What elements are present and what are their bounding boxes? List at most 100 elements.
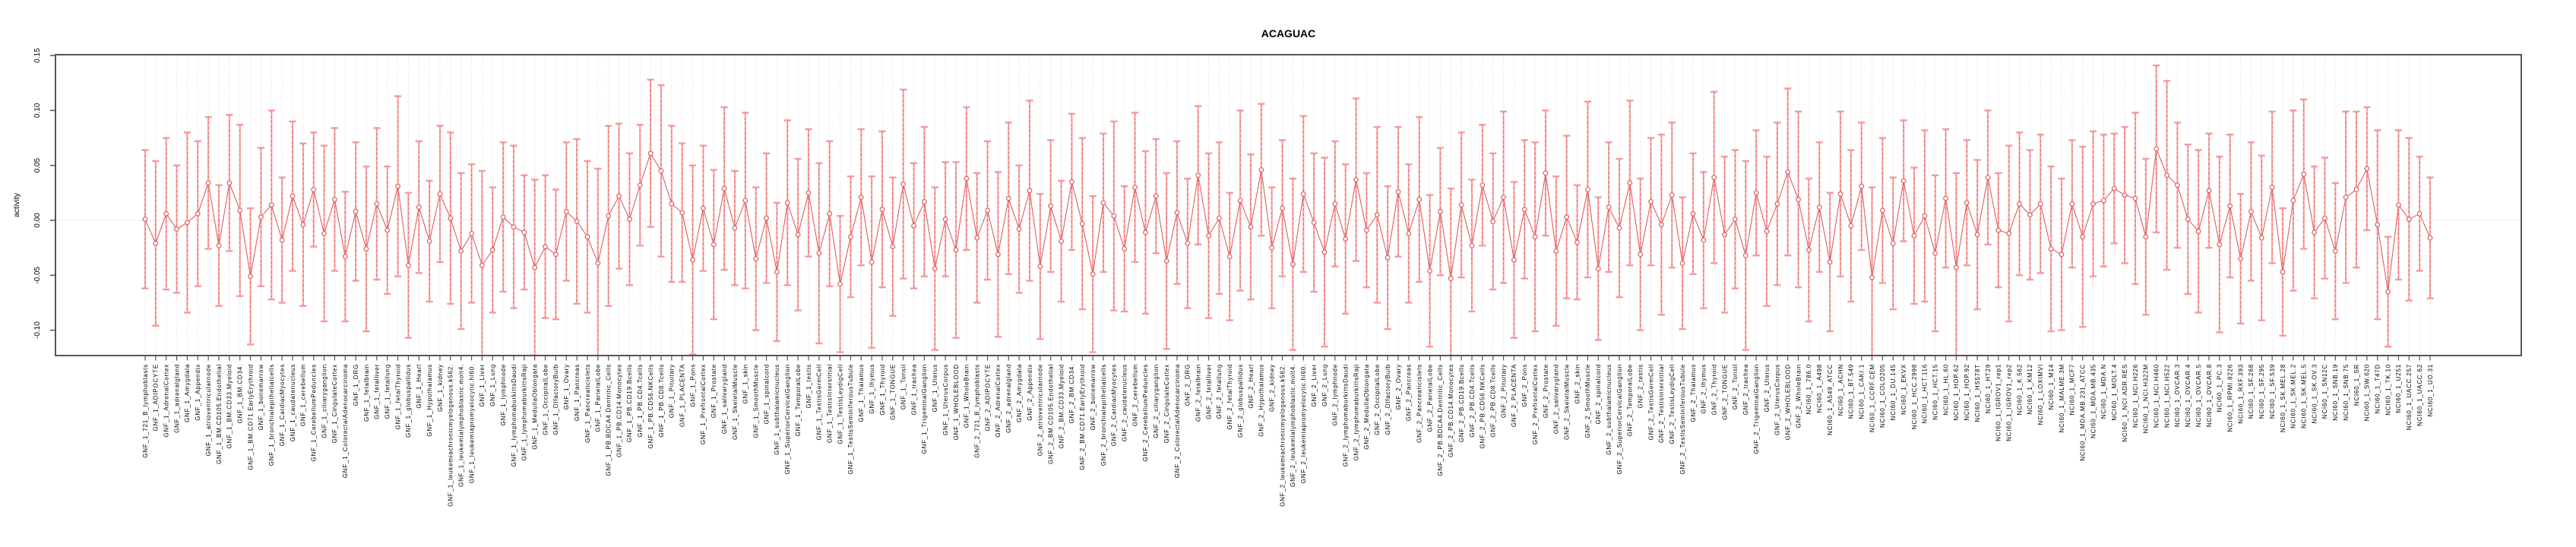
- chart-title: ACAGUAC: [1261, 27, 1316, 40]
- x-tick-label: GNF_2_subthalamicnucleus: [1606, 364, 1612, 455]
- y-tick-label: 0.00: [33, 213, 42, 228]
- x-tick-label: GNF_2_Amygdala: [1016, 364, 1023, 422]
- data-point-marker: [1195, 172, 1201, 179]
- data-point-marker: [226, 180, 233, 186]
- data-point-marker: [2343, 194, 2349, 201]
- x-tick-label: NCI60_1_COLO205: [1879, 364, 1886, 428]
- x-tick-label: GNF_1_Ovary: [563, 364, 570, 409]
- data-point-marker: [2427, 235, 2433, 241]
- x-tick-label: NCI60_1_MCF7: [2069, 364, 2076, 415]
- data-point-marker: [732, 225, 738, 231]
- y-tick-label: 0.10: [33, 103, 42, 118]
- data-point-marker: [153, 240, 159, 246]
- data-point-marker: [858, 194, 864, 201]
- data-point-marker: [584, 234, 590, 240]
- data-point-marker: [2416, 210, 2423, 217]
- x-tick-label: GNF_1_BM.CD71.EarlyErythroid: [247, 364, 254, 470]
- data-point-marker: [1627, 180, 1633, 186]
- x-tick-label: GNF_1_subthalamicnucleus: [774, 364, 780, 455]
- data-point-marker: [647, 150, 653, 157]
- data-point-marker: [1069, 179, 1074, 185]
- data-point-marker: [195, 210, 201, 217]
- x-tick-label: GNF_1_thymus: [869, 364, 875, 414]
- x-tick-label: NCI60_1_A498: [1816, 364, 1823, 413]
- data-point-marker: [563, 209, 569, 214]
- x-tick-label: NCI60_1_SNB.19: [2332, 364, 2339, 421]
- x-tick-label: GNF_1_Hypothalamus: [426, 364, 433, 437]
- x-tick-label: GNF_1_AdrenalCortex: [163, 364, 170, 438]
- data-point-marker: [1985, 175, 1991, 181]
- data-point-marker: [764, 215, 769, 221]
- data-point-marker: [1606, 204, 1612, 210]
- data-point-marker: [1595, 266, 1601, 272]
- data-point-marker: [416, 204, 422, 210]
- data-point-marker: [1964, 200, 1970, 206]
- x-tick-label: GNF_2_Hypothalamus: [1258, 364, 1265, 437]
- x-tick-label: GNF_1_WholeBrain: [964, 364, 970, 428]
- data-point-marker: [616, 193, 622, 199]
- data-point-marker: [1553, 248, 1559, 254]
- data-point-marker: [1122, 246, 1128, 251]
- x-tick-label: GNF_2_PB.CD8.Tcells: [1490, 364, 1497, 438]
- data-point-marker: [574, 219, 580, 224]
- x-tick-label: GNF_1_TestisSeminiferousTubule: [847, 364, 854, 475]
- x-tick-label: GNF_2_trachea: [1742, 364, 1749, 415]
- data-point-marker: [1543, 170, 1549, 176]
- x-tick-label: GNF_2_TemporalLobe: [1627, 364, 1634, 436]
- data-point-marker: [1848, 223, 1854, 229]
- x-tick-label: NCI60_1_HCT.15: [1932, 364, 1939, 420]
- data-point-marker: [1869, 274, 1875, 280]
- x-tick-label: NCI60_1_CCRF.CEM: [1869, 364, 1875, 432]
- x-tick-label: GNF_1_Heart: [416, 364, 422, 409]
- data-point-marker: [627, 217, 632, 222]
- data-point-marker: [290, 193, 296, 199]
- data-point-marker: [363, 246, 369, 251]
- x-tick-label: GNF_1_ciliaryganglion: [321, 364, 328, 438]
- x-tick-label: NCI60_1_OVCAR.8: [2206, 364, 2213, 427]
- data-point-marker: [784, 200, 790, 206]
- x-tick-label: GNF_2_ADIPOCYTE: [984, 364, 991, 431]
- data-point-marker: [2332, 248, 2338, 254]
- data-point-marker: [395, 183, 400, 189]
- data-point-marker: [1690, 210, 1696, 217]
- x-tick-label: NCI60_1_UO.31: [2427, 364, 2434, 417]
- x-tick-label: GNF_2_atrioventricularnode: [1037, 364, 1044, 456]
- x-tick-label: GNF_2_Liver: [1311, 364, 1318, 406]
- data-point-marker: [1564, 214, 1570, 220]
- data-point-marker: [2217, 242, 2223, 248]
- data-point-marker: [1638, 251, 1644, 258]
- data-point-marker: [669, 201, 675, 207]
- data-point-marker: [1585, 187, 1590, 192]
- data-point-marker: [1521, 207, 1527, 212]
- x-tick-label: NCI60_1_SF.268: [2248, 364, 2255, 419]
- data-point-marker: [1733, 217, 1738, 222]
- x-tick-label: GNF_1_Appendix: [195, 364, 201, 421]
- data-point-marker: [1701, 237, 1707, 243]
- data-point-marker: [911, 223, 916, 229]
- data-point-marker: [448, 215, 454, 221]
- data-point-marker: [1943, 195, 1948, 201]
- y-tick-label: -0.10: [33, 321, 42, 339]
- data-point-marker: [753, 256, 759, 262]
- x-tick-label: GNF_2_Uterus: [1764, 364, 1771, 412]
- data-point-marker: [385, 227, 391, 233]
- x-tick-label: GNF_2_leukemiapromyelocytic.hl60.: [1300, 364, 1307, 483]
- data-point-marker: [1911, 232, 1917, 239]
- data-point-marker: [1226, 254, 1233, 260]
- x-tick-label: NCI60_1_HOP.92: [1964, 364, 1970, 421]
- x-tick-label: NCI60_1_SF.539: [2269, 364, 2276, 419]
- x-tick-label: GNF_2_Appendix: [1027, 364, 1033, 421]
- x-tick-label: GNF_2_Tonsil: [1732, 364, 1739, 409]
- x-tick-label: GNF_1_TrigeminalGanglion: [921, 364, 928, 454]
- data-point-marker: [1248, 224, 1254, 230]
- x-tick-label: GNF_2_SuperiorCervicalGanglion: [1616, 364, 1623, 474]
- data-point-marker: [1659, 222, 1664, 228]
- x-tick-label: GNF_1_Tonsil: [900, 364, 907, 409]
- data-point-marker: [1206, 232, 1211, 239]
- x-tick-label: NCI60_1_SW.620: [2364, 364, 2371, 421]
- x-tick-label: GNF_2_globuspallidus: [1237, 364, 1244, 438]
- data-point-marker: [511, 224, 517, 230]
- x-tick-label: GNF_2_MedullaOblongata: [1363, 364, 1370, 450]
- x-tick-label: GNF_1_fetalbrain: [363, 364, 370, 422]
- x-tick-label: NCI60_1_M14: [2048, 364, 2055, 409]
